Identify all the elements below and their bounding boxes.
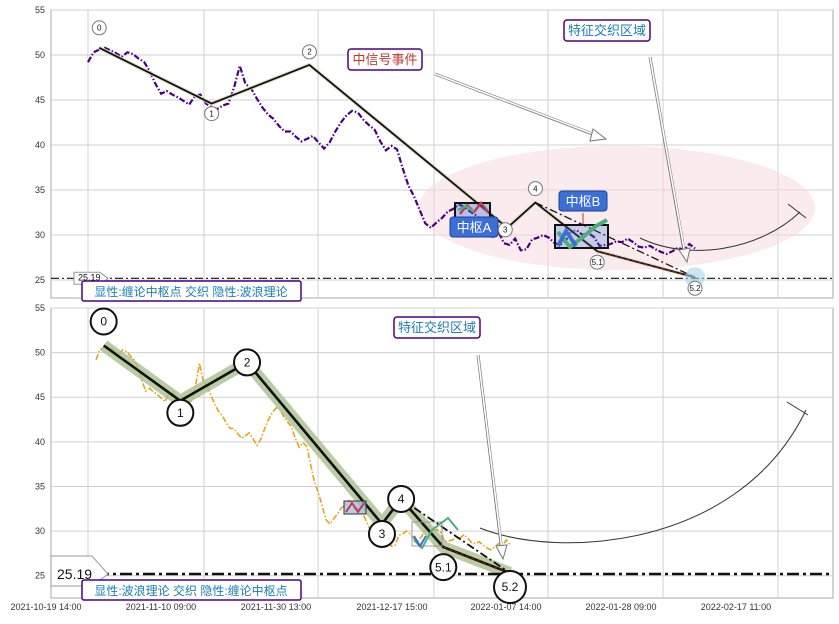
- x-tick-label: 2021-10-19 14:00: [10, 602, 81, 612]
- top-projection-curve: [639, 211, 801, 251]
- top-support-label: 25.19: [78, 272, 101, 282]
- wave-point-5.2-marker: [687, 280, 703, 296]
- wave-point-5.2-label: 5.2: [502, 580, 519, 594]
- x-tick-label: 2021-11-10 09:00: [126, 602, 196, 612]
- bottom-blue-stroke: [413, 535, 427, 548]
- wave-point-halo: [685, 267, 705, 288]
- zhongshu-b-green-stroke: [556, 218, 608, 250]
- top-price-series: [87, 46, 696, 256]
- wave-point-0-marker: [89, 307, 118, 336]
- wave-point-4-label: 4: [398, 492, 405, 506]
- y-tick-label: 55: [35, 5, 45, 15]
- top-interweave-arrow-head: [678, 247, 691, 264]
- x-tick-label: 2022-01-28 09:00: [585, 602, 656, 612]
- zhongshu-a-zigzag-green: [457, 204, 475, 213]
- wave-projection: [535, 202, 696, 278]
- y-tick-label: 35: [35, 481, 45, 491]
- price-line: [87, 46, 696, 256]
- wave-point-4-label: 4: [533, 184, 538, 193]
- wave-point-3-marker: [497, 222, 513, 238]
- wave-point-1-label: 1: [209, 109, 214, 118]
- mid-signal-event-box: [347, 48, 423, 71]
- wave-point-2-label: 2: [307, 48, 312, 57]
- bottom-support-label: 25.19: [57, 566, 92, 582]
- bottom-wave-markers: 0 1 2 3 4 5.1 5.2: [89, 307, 527, 605]
- bottom-caption-box: [81, 579, 302, 601]
- x-tick-label: 2022-01-07 14:00: [470, 602, 541, 612]
- wave-point-1-label: 1: [177, 406, 184, 420]
- y-tick-label: 50: [35, 50, 45, 60]
- price-line: [95, 344, 511, 551]
- y-tick-label: 50: [35, 348, 45, 358]
- wave-point-3-label: 3: [503, 226, 508, 235]
- wave-point-2-label: 2: [244, 356, 251, 370]
- x-tick-labels: 2021-10-19 14:00 2021-11-10 09:00 2021-11-…: [10, 602, 771, 612]
- y-tick-label: 30: [35, 230, 45, 240]
- top-wave-markers: 0 1 2 3 4 5.1 5.2: [91, 20, 705, 296]
- wave-point-1-marker: [166, 398, 195, 427]
- wave-point-5.1-label: 5.1: [592, 258, 604, 267]
- zhongshu-a-tag: [449, 216, 499, 238]
- bottom-interweave-label: 特征交织区域: [398, 320, 476, 335]
- y-tick-label: 35: [35, 185, 45, 195]
- wave-projection-51: [597, 250, 696, 278]
- x-tick-label: 2021-11-30 13:00: [241, 602, 311, 612]
- zhongshu-b-label: 中枢B: [566, 194, 601, 209]
- top-interweave-label: 特征交织区域: [568, 23, 646, 38]
- bottom-zhongshu-b-outline: [411, 521, 443, 547]
- wave-point-2-marker: [233, 348, 262, 377]
- y-tick-label: 30: [35, 526, 45, 536]
- wave-point-0-marker: [91, 20, 107, 36]
- zhongshu-b-tag: [558, 190, 608, 212]
- wave-point-5.2-label: 5.2: [689, 284, 701, 293]
- wave-point-5.1-marker: [429, 553, 458, 582]
- zhongshu-a-label: 中枢A: [457, 220, 492, 235]
- top-caption: 显性:缠论中枢点 交织 隐性:波浪理论: [94, 284, 287, 299]
- wave-projection: [400, 498, 511, 574]
- wave-point-3-marker: [367, 519, 396, 548]
- bottom-zhongshu-zigzag: [345, 501, 365, 514]
- y-tick-label: 25: [35, 275, 45, 285]
- y-tick-label: 25: [35, 571, 45, 581]
- y-tick-label: 40: [35, 140, 45, 150]
- mid-signal-event-label: 中信号事件: [352, 52, 417, 67]
- wave-point-3-label: 3: [379, 527, 386, 541]
- x-tick-label: 2022-02-17 11:00: [701, 602, 771, 612]
- bottom-projection-curve: [479, 409, 807, 544]
- wave-point-2-marker: [301, 44, 317, 60]
- y-tick-label: 55: [35, 303, 45, 313]
- bottom-interweave-box: [393, 316, 481, 339]
- wave-point-5.1-marker: [589, 254, 605, 270]
- bottom-y-tick-labels: 25 30 35 40 45 50 55: [35, 303, 45, 581]
- wave-point-0-label: 0: [97, 24, 102, 33]
- bottom-projection-tick: [786, 401, 809, 416]
- mid-signal-arrow-head: [589, 128, 608, 142]
- wave-point-5.2-marker: [493, 570, 527, 605]
- bottom-interweave-arrow-head: [495, 544, 508, 561]
- mid-signal-arrow-inner: [434, 73, 602, 138]
- bottom-price-series: [95, 344, 511, 551]
- zhongshu-b-blue-stroke: [556, 227, 578, 248]
- y-tick-label: 40: [35, 437, 45, 447]
- wave-point-4-marker: [387, 484, 416, 513]
- top-caption-box: [81, 280, 302, 302]
- top-y-tick-labels: 25 30 35 40 45 50 55: [35, 5, 45, 285]
- interweave-region-ellipse: [419, 146, 815, 270]
- wave-point-4-marker: [527, 181, 543, 197]
- wave-point-5.1-label: 5.1: [435, 560, 452, 574]
- x-tick-label: 2021-12-17 15:00: [356, 602, 427, 612]
- wave-point-1-marker: [204, 106, 220, 122]
- top-interweave-arrow-inner: [649, 56, 686, 255]
- wave-point-0-label: 0: [100, 315, 107, 329]
- top-interweave-box: [563, 19, 651, 42]
- y-tick-label: 45: [35, 392, 45, 402]
- bottom-caption: 显性:波浪理论 交织 隐性:缠论中枢点: [94, 583, 287, 598]
- bottom-interweave-arrow-inner: [477, 354, 503, 551]
- y-tick-label: 45: [35, 95, 45, 105]
- top-projection-tick: [787, 203, 807, 219]
